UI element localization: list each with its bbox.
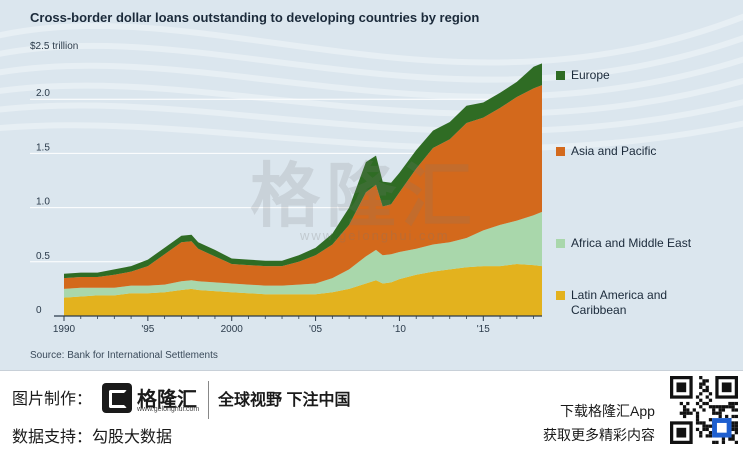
background-swoosh — [0, 56, 743, 100]
more-content-text: 获取更多精彩内容 — [543, 427, 655, 443]
y-tick-label: 1.5 — [36, 142, 50, 153]
watermark: 格隆汇 — [250, 157, 478, 235]
chart-area: Cross-border dollar loans outstanding to… — [0, 0, 743, 370]
background-swoosh — [0, 34, 743, 83]
x-tick-label: '10 — [393, 324, 406, 335]
y-tick-label: 1.0 — [36, 197, 50, 208]
footer: 图片制作： 格隆汇 www.gelonghui.com 全球视野 下注中国 数据… — [0, 370, 743, 454]
series-area-africa-and-middle-east — [64, 211, 542, 298]
brand-url: www.gelonghui.com — [137, 406, 200, 413]
data-support-value: 勾股大数据 — [92, 429, 173, 446]
legend-item: Asia and Pacific — [556, 144, 721, 159]
legend-item: Europe — [556, 68, 721, 83]
y-tick-label: 0 — [36, 305, 42, 316]
y-tick-label: 0.5 — [36, 251, 50, 262]
background-swoosh — [0, 13, 743, 66]
legend-item: Latin America and Caribbean — [556, 288, 721, 318]
x-tick-label: '15 — [477, 324, 490, 335]
slogan: 全球视野 下注中国 — [218, 392, 351, 409]
legend-swatch — [556, 239, 565, 248]
legend-label: Asia and Pacific — [571, 144, 657, 158]
legend-swatch — [556, 147, 565, 156]
x-tick-label: 2000 — [221, 324, 244, 335]
background-swoosh — [0, 120, 743, 152]
qr-code-icon[interactable] — [670, 376, 738, 444]
x-tick-label: '95 — [141, 324, 154, 335]
legend-label: Europe — [571, 68, 610, 82]
x-tick-label: 1990 — [53, 324, 76, 335]
area-chart: 0 0.5 1.0 1.5 2.0 $2.5 trillion 1990 '95 2000 '05… — [0, 13, 743, 335]
x-tick-label: '05 — [309, 324, 322, 335]
data-support-label: 数据支持： — [12, 429, 93, 446]
legend-swatch — [556, 291, 565, 300]
brand-name: 格隆汇 — [137, 389, 197, 411]
legend-label: Africa and Middle East — [571, 236, 692, 250]
chart-title: Cross-border dollar loans outstanding to… — [30, 10, 480, 25]
footer-divider — [208, 381, 209, 419]
background-swoosh — [0, 77, 743, 117]
y-unit-label: $2.5 trillion — [30, 41, 78, 52]
y-tick-label: 2.0 — [36, 88, 50, 99]
series-area-asia-and-pacific — [64, 85, 542, 289]
made-by-label: 图片制作： — [12, 391, 93, 408]
series-area-latin-america-and-caribbean — [64, 264, 542, 316]
legend-label: Latin America and Caribbean — [571, 288, 668, 317]
source-note: Source: Bank for International Settlemen… — [30, 350, 218, 361]
download-app-text: 下载格隆汇App — [560, 403, 655, 419]
gelonghui-logo-icon — [102, 383, 132, 413]
background-swoosh — [0, 99, 743, 135]
legend-item: Africa and Middle East — [556, 236, 721, 251]
watermark-url: www.gelonghui.com — [300, 228, 450, 243]
legend-swatch — [556, 71, 565, 80]
